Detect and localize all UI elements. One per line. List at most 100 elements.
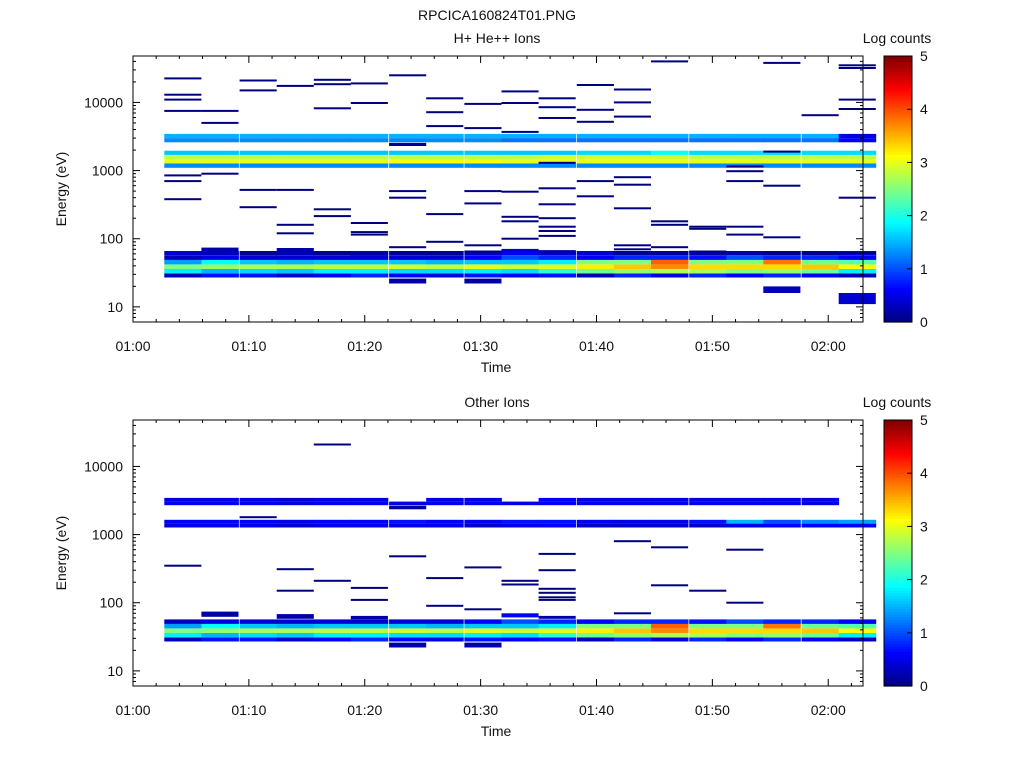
colorbar-segment <box>884 66 912 70</box>
heatmap-cell <box>313 501 352 506</box>
count-line <box>389 196 427 199</box>
heatmap-cell <box>801 259 840 265</box>
colorbar-segment <box>884 162 912 166</box>
heatmap-cell <box>501 251 539 256</box>
heatmap-cell <box>389 133 427 138</box>
heatmap-cell <box>464 159 502 164</box>
count-line <box>464 250 502 253</box>
heatmap-layer <box>164 60 877 305</box>
heatmap-cell <box>313 264 352 269</box>
heatmap-cell <box>464 619 502 624</box>
heatmap-cell <box>201 154 239 160</box>
heatmap-cell <box>201 628 239 633</box>
colorbar-segment <box>884 539 912 543</box>
colorbar-segment <box>884 298 912 302</box>
heatmap-cell <box>276 273 315 278</box>
colorbar: 0 1 2 3 4 5 <box>883 48 928 330</box>
heatmap-cell <box>276 259 315 265</box>
heatmap-cell <box>313 628 352 633</box>
colorbar-segment <box>884 656 912 660</box>
heatmap-cell <box>726 273 764 278</box>
count-line <box>501 220 539 223</box>
heatmap-cell <box>239 133 278 138</box>
count-line <box>651 246 689 249</box>
colorbar-segment <box>884 502 912 506</box>
colorbar-segment <box>884 290 912 294</box>
colorbar-segment <box>884 555 912 559</box>
heatmap-cell <box>201 523 239 528</box>
heatmap-cell <box>276 163 315 168</box>
heatmap-cell <box>464 519 502 524</box>
heatmap-cell <box>501 613 539 618</box>
heatmap-cell <box>651 501 689 506</box>
colorbar: 0 1 2 3 4 5 <box>883 412 928 694</box>
count-line <box>239 206 277 209</box>
colorbar-segment <box>884 167 912 171</box>
plot-frame <box>132 55 864 323</box>
count-line <box>613 207 651 210</box>
colorbar-segment <box>884 553 912 557</box>
heatmap-cell <box>350 163 389 168</box>
count-line <box>501 130 539 133</box>
colorbar-segment <box>884 146 912 150</box>
colorbar-segment <box>884 563 912 567</box>
heatmap-cell <box>313 633 352 638</box>
heatmap-cell <box>838 523 877 528</box>
heatmap-cell <box>426 501 464 506</box>
colorbar-segment <box>884 531 912 535</box>
heatmap-cell <box>201 150 239 155</box>
heatmap-cell <box>651 163 689 168</box>
heatmap-cell <box>276 623 315 629</box>
heatmap-cell <box>201 163 239 168</box>
count-line <box>501 215 539 218</box>
heatmap-cell <box>538 259 577 265</box>
heatmap-cell <box>538 150 577 155</box>
count-line <box>838 64 876 67</box>
colorbar-segment <box>884 274 912 278</box>
colorbar-segment <box>884 87 912 92</box>
colorbar-segment <box>884 457 912 461</box>
colorbar-segment <box>884 117 912 121</box>
count-line <box>464 244 502 247</box>
heatmap-cell <box>313 619 352 624</box>
heatmap-cell <box>464 278 502 284</box>
heatmap-cell <box>576 255 615 260</box>
heatmap-cell <box>350 159 389 164</box>
heatmap-cell <box>801 269 840 274</box>
heatmap-cell <box>276 497 315 502</box>
colorbar-segment <box>884 268 912 273</box>
count-line <box>350 102 388 104</box>
heatmap-cell <box>538 133 577 138</box>
colorbar-segment <box>884 157 912 161</box>
heatmap-cell <box>501 523 539 528</box>
heatmap-cell <box>613 637 652 642</box>
count-line <box>464 190 502 193</box>
colorbar-label: Log counts <box>863 394 932 410</box>
heatmap-cell <box>239 273 278 278</box>
heatmap-cell <box>239 619 278 624</box>
heatmap-cell <box>576 497 615 502</box>
heatmap-cell <box>613 259 652 265</box>
y-tick-label: 10 <box>107 299 123 315</box>
colorbar-frame <box>883 419 913 687</box>
heatmap-cell <box>350 255 389 260</box>
colorbar-segment <box>884 101 912 105</box>
heatmap-cell <box>538 628 577 633</box>
heatmap-cell <box>389 501 427 506</box>
heatmap-cell <box>763 519 801 524</box>
heatmap-cell <box>276 501 315 506</box>
count-line <box>689 250 727 253</box>
heatmap-cell <box>689 159 727 164</box>
heatmap-cell <box>313 519 352 524</box>
count-line <box>689 589 727 592</box>
heatmap-cell <box>801 251 840 256</box>
heatmap-cell <box>689 255 727 260</box>
colorbar-segment <box>884 175 912 179</box>
heatmap-cell <box>801 163 840 168</box>
colorbar-segment <box>884 186 912 190</box>
heatmap-cell <box>576 163 615 168</box>
colorbar-segment <box>884 606 912 610</box>
heatmap-cell <box>801 519 840 524</box>
colorbar-segment <box>884 159 912 163</box>
heatmap-cell <box>350 259 389 265</box>
